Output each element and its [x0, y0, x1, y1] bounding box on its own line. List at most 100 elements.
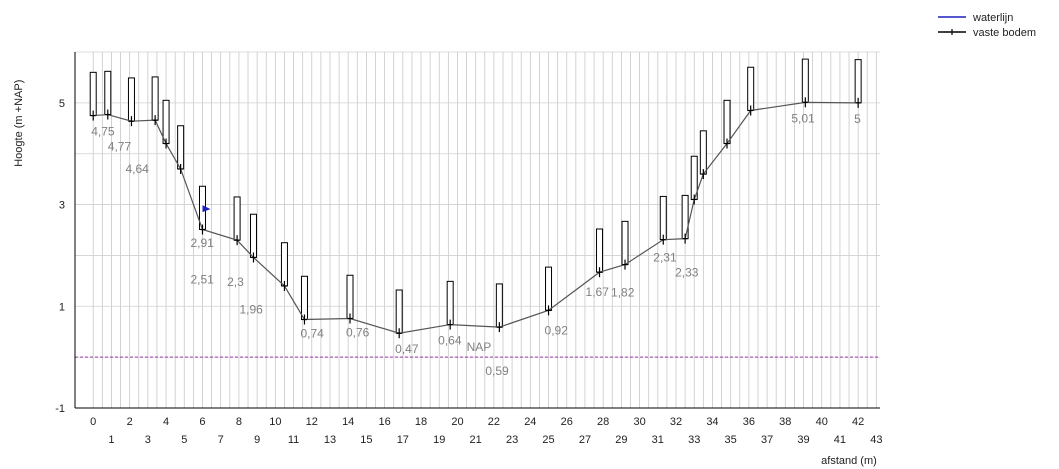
x-tick-label: 4	[163, 416, 169, 428]
x-tick-label: 18	[415, 416, 427, 428]
nap-reference: NAP	[75, 340, 880, 358]
x-tick-label: 20	[451, 416, 463, 428]
data-label: 0,76	[346, 325, 370, 339]
data-label: 1,96	[239, 302, 263, 316]
x-tick-label: 17	[397, 434, 409, 446]
profile-box	[801, 58, 809, 103]
x-tick-label: 13	[324, 434, 336, 446]
x-tick-label: 36	[743, 416, 755, 428]
profile-box	[127, 77, 135, 122]
y-axis-title: Hoogte (m +NAP)	[13, 80, 25, 167]
x-tick-label: 6	[199, 416, 205, 428]
data-label: 5,01	[791, 111, 815, 125]
x-tick-label: 39	[797, 434, 809, 446]
profile-box	[249, 213, 257, 258]
waterlijn-flag	[202, 205, 211, 213]
profile-box	[621, 220, 629, 266]
y-tick-labels: -1 1 3 5	[55, 98, 65, 415]
data-label: 0,59	[485, 364, 509, 378]
profile-box	[854, 59, 862, 104]
profile-box	[162, 99, 170, 145]
data-label: 2,33	[675, 266, 699, 280]
profile-box	[177, 125, 185, 170]
legend: waterlijn vaste bodem	[938, 12, 1036, 39]
legend-label: waterlijn	[972, 12, 1013, 24]
x-tick-label: 33	[688, 434, 700, 446]
x-tick-label: 32	[670, 416, 682, 428]
x-tick-label: 28	[597, 416, 609, 428]
profile-box	[89, 71, 97, 117]
profile-box	[596, 228, 604, 273]
x-tick-label: 35	[725, 434, 737, 446]
waterlijn-marker	[202, 205, 211, 213]
profile-box	[446, 280, 454, 326]
series-line-vaste-bodem	[93, 101, 859, 334]
x-tick-label: 24	[524, 416, 536, 428]
profile-box	[346, 274, 354, 319]
x-tick-label: 14	[342, 416, 354, 428]
data-label: 0,64	[438, 334, 462, 348]
x-tick-label: 21	[470, 434, 482, 446]
nap-label: NAP	[467, 340, 492, 354]
x-tick-labels: 0 2 4 6 8 10 12 14 16 18 20 22 24 26 28 30 32 34 36 38 40 421…	[90, 416, 882, 446]
axes	[74, 52, 880, 409]
data-label: 0,92	[545, 323, 569, 337]
profile-box	[151, 76, 159, 121]
x-tick-label: 5	[181, 434, 187, 446]
profile-box	[659, 195, 667, 241]
data-label: 1,82	[611, 286, 635, 300]
y-tick-label: -1	[55, 403, 65, 415]
profile-box	[300, 275, 308, 321]
x-tick-label: 41	[834, 434, 846, 446]
x-tick-label: 12	[306, 416, 318, 428]
x-tick-label: 25	[542, 434, 554, 446]
x-tick-label: 34	[706, 416, 718, 428]
profile-box	[545, 266, 553, 311]
x-tick-label: 26	[561, 416, 573, 428]
grid	[75, 51, 880, 409]
x-tick-label: 23	[506, 434, 518, 446]
y-tick-label: 1	[59, 301, 65, 313]
x-tick-label: 19	[433, 434, 445, 446]
x-tick-label: 31	[652, 434, 664, 446]
data-label: 1,67	[586, 285, 610, 299]
data-label: 0,47	[395, 342, 419, 356]
x-tick-label: 42	[852, 416, 864, 428]
x-tick-label: 7	[218, 434, 224, 446]
profile-box	[747, 66, 755, 111]
data-label: 5	[854, 112, 861, 126]
data-label: 2,3	[227, 275, 244, 289]
x-tick-label: 29	[615, 434, 627, 446]
data-label: 4,64	[125, 162, 149, 176]
x-tick-label: 22	[488, 416, 500, 428]
x-axis-title: afstand (m)	[821, 455, 877, 467]
data-label: 2,51	[190, 272, 214, 286]
data-label: 2,31	[653, 251, 677, 265]
data-label: 2,91	[190, 236, 214, 250]
x-tick-label: 37	[761, 434, 773, 446]
x-tick-label: 0	[90, 416, 96, 428]
profile-box	[699, 130, 707, 175]
profile-box	[395, 289, 403, 334]
profile-box	[495, 283, 503, 328]
x-tick-label: 30	[633, 416, 645, 428]
x-tick-label: 15	[360, 434, 372, 446]
y-tick-label: 3	[59, 200, 65, 212]
data-label: 4,75	[91, 125, 115, 139]
series-vaste-bodem	[93, 101, 859, 334]
x-tick-label: 40	[816, 416, 828, 428]
data-labels: 4,754,77 4,64 2,91 2,51 2,3 1,96 0,74 0,76 0,47 0…	[91, 111, 861, 378]
x-tick-label: 10	[269, 416, 281, 428]
x-tick-label: 1	[108, 434, 114, 446]
profile-box	[104, 70, 112, 116]
x-tick-label: 9	[254, 434, 260, 446]
profile-box	[280, 242, 288, 287]
profile-box	[723, 99, 731, 145]
x-tick-label: 16	[378, 416, 390, 428]
data-label: 0,74	[300, 327, 324, 341]
x-tick-label: 2	[127, 416, 133, 428]
data-label: 4,77	[108, 140, 132, 154]
x-tick-label: 11	[288, 434, 299, 446]
profile-box	[233, 196, 241, 241]
